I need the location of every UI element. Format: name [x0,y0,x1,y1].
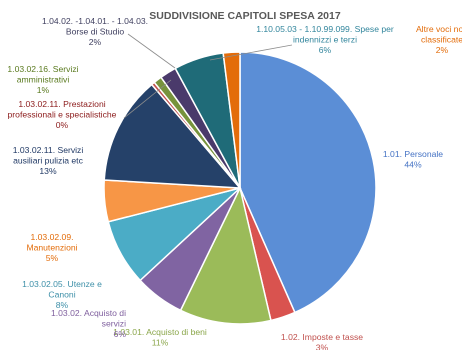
slice-label-1-02-imposte-e-tasse: 1.02. Imposte e tasse 3% [281,332,363,350]
slice-label-1-03-02-11-prestazioni-professionali-e-specialistiche: 1.03.02.11. Prestazioni professionali e s… [8,99,117,130]
slice-label-1-03-02-09-manutenzioni: 1.03.02.09. Manutenzioni 5% [26,232,77,263]
slice-label-1-03-02-05-utenze-e-canoni: 1.03.02.05. Utenze e Canoni 8% [22,279,102,310]
pie-slice-altre-voci-non-classificate [222,51,241,189]
leader-line-1-03-02-11-prestazioni-professionali-e-specialistiche [123,79,172,119]
slice-label-1-03-01-acquisto-di-beni: 1.03.01. Acquisto di beni 11% [113,327,207,348]
pie-slice-1-01-personale [239,51,377,314]
slice-labels: 1.01. Personale 44% 1.02. Imposte e tasse 3… [7,16,462,350]
slice-label-altre-voci-non-classificate: Altre voci nonclassificate2% [416,24,462,55]
chart-title: SUDDIVISIONE CAPITOLI SPESA 2017 [149,10,341,22]
pie-slice-1-03-02-11-servizi-ausiliari-pulizia-etc [103,83,242,189]
leader-line-1-04-02-1-04-01-1-04-03-borse-di-studio [127,33,176,69]
slice-label-1-04-02-1-04-01-1-04-03-borse-di-studio: 1.04.02. -1.04.01. - 1.04.03. Borse di St… [42,16,148,47]
slice-label-1-03-02-11-servizi-ausiliari-pulizia-etc: 1.03.02.11. Servizi ausiliari pulizia etc… [13,145,84,176]
leader-lines [123,33,293,119]
slice-label-1-01-personale: 1.01. Personale 44% [383,149,443,170]
pie-slices [103,51,377,325]
slice-label-1-03-02-acquisto-di-servizi: 1.03.02. Acquisto di servizi 6% [51,308,126,339]
slice-label-1-10-05-03-1-10-99-099-spese-per-indennizzi-e-terzi: 1.10.05.03 - 1.10.99.099. Spese per inden… [256,24,394,55]
pie-slice-1-03-01-acquisto-di-beni [179,185,272,325]
slice-label-1-03-02-16-servizi-amministrativi: 1.03.02.16. Servizi amministrativi 1% [7,64,78,95]
leader-line-1-10-05-03-1-10-99-099-spese-per-indennizzi-e-terzi [209,44,293,61]
